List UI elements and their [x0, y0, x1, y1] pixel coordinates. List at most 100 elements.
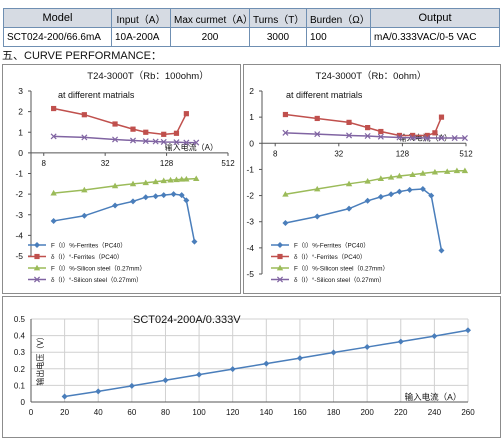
x-tick-label: 140 — [260, 408, 274, 417]
chart-subtitle: at different matrials — [286, 90, 363, 100]
series-0-point — [152, 193, 159, 200]
x-tick-label: 32 — [334, 149, 343, 158]
series-1-point — [173, 130, 180, 136]
series-0-point — [346, 205, 353, 212]
y-tick-label: 0 — [249, 138, 254, 148]
series-2-point — [178, 176, 185, 182]
section-title: 五、CURVE PERFORMANCE： — [2, 50, 162, 62]
series-1-point — [346, 119, 352, 125]
series-0-point — [178, 192, 185, 199]
series-0-point — [396, 188, 403, 195]
series-line-3 — [53, 135, 197, 144]
x-tick-label: 0 — [29, 408, 34, 417]
series-3-point — [112, 136, 119, 143]
series-line-0 — [285, 188, 443, 251]
spec-data-row: SCT024-200/66.6mA 10A-200A 200 3000 100 … — [3, 27, 500, 47]
x-tick-label: 60 — [127, 408, 136, 417]
header-burden: Burden（Ω） — [306, 8, 371, 28]
series-3-point — [160, 138, 167, 145]
series-0-point — [388, 191, 395, 198]
series-3-point — [314, 131, 321, 138]
series-2-point — [129, 180, 137, 187]
cell-burden: 100 — [306, 27, 371, 47]
header-output: Output — [370, 8, 500, 28]
series-0-point — [229, 366, 236, 373]
series-line-1 — [285, 113, 443, 137]
chart-output-voltage: 0 0.1 0.2 0.3 0.4 0.5 0 20 40 60 80 100 120 140 160 180… — [14, 314, 475, 417]
series-line-0 — [53, 193, 196, 242]
spec-header-row: Model Input（A） Max curmet（A） Turns（T） Bu… — [3, 8, 500, 28]
series-1-point — [143, 129, 149, 135]
series-1-point — [396, 132, 403, 139]
y-tick-label: -4 — [246, 243, 254, 253]
series-2-point — [345, 180, 353, 187]
legend-label-2: F（I）%-Silicon steel（0.27mm） — [294, 266, 389, 273]
cell-max-current: 200 — [170, 27, 250, 47]
series-2-point — [160, 177, 167, 184]
series-0-point — [364, 344, 371, 351]
series-1-point — [130, 126, 136, 132]
chart-panel-100ohm: T24-3000T（Rb：100ohm） at different matrial… — [2, 64, 241, 294]
legend-marker-1 — [34, 253, 40, 260]
chart-title: T24-3000T（Rb：100ohm） — [87, 70, 208, 82]
series-2-point — [50, 189, 57, 196]
series-0-point — [95, 388, 102, 395]
legend-label-2: F（I）%-Silicon steel（0.27mm） — [51, 266, 146, 273]
x-tick-label: 128 — [396, 149, 410, 158]
series-3-point — [364, 132, 371, 139]
series-0-point — [81, 212, 88, 219]
series-1-point — [432, 130, 438, 136]
series-2-point — [152, 178, 159, 185]
legend-marker-2 — [33, 264, 41, 271]
x-tick-label: 512 — [459, 149, 473, 158]
series-2-point — [453, 167, 461, 174]
y-tick-label: -4 — [15, 230, 23, 240]
y-tick-label: 3 — [18, 86, 23, 96]
series-2-point — [142, 179, 149, 186]
cell-input: 10A-200A — [111, 27, 171, 47]
series-3-point — [81, 134, 88, 141]
y-tick-label: 1 — [18, 127, 23, 137]
legend-marker-3 — [276, 276, 284, 283]
chart-panel-0ohm: T24-3000T（Rb：0ohm） at different matrials 2… — [243, 64, 501, 294]
header-max-current: Max curmet（A） — [170, 8, 250, 28]
series-3-point — [451, 135, 458, 142]
legend-label-3: δ（I）°-Silicon steel（0.27mm） — [51, 276, 142, 284]
y-tick-label: 1 — [249, 112, 254, 122]
y-axis-label: 输出电压（V） — [35, 332, 45, 385]
series-3-point — [282, 129, 289, 136]
series-0-point — [142, 194, 149, 201]
legend-marker-3 — [33, 276, 41, 283]
series-0-point — [282, 220, 289, 227]
series-1-point — [112, 121, 118, 127]
legend-marker-0 — [34, 242, 40, 248]
cell-model: SCT024-200/66.6mA — [3, 27, 112, 47]
legend-marker-2 — [276, 264, 284, 271]
y-tick-label: -2 — [246, 191, 254, 201]
series-0-point — [196, 371, 203, 378]
y-tick-label: 2 — [249, 86, 254, 96]
series-0-point — [465, 327, 471, 334]
chart-title: SCT024-200A/0.333V — [133, 314, 241, 326]
chart-panel-output: 0 0.1 0.2 0.3 0.4 0.5 0 20 40 60 80 100 120 140 160 180… — [2, 296, 501, 438]
series-0-point — [191, 238, 198, 245]
chart-rb-0ohm: T24-3000T（Rb：0ohm） at different matrials 2… — [246, 70, 473, 284]
y-tick-label: 0.1 — [14, 381, 26, 390]
x-tick-label: 8 — [42, 159, 47, 168]
y-tick-label: -3 — [246, 217, 254, 227]
series-0-point — [170, 191, 177, 198]
series-2-point — [409, 171, 416, 178]
chart-rb-100ohm: T24-3000T（Rb：100ohm） at different matrial… — [15, 70, 235, 284]
cell-output: mA/0.333VAC/0-5 VAC — [370, 27, 500, 47]
series-2-point — [183, 175, 190, 182]
y-tick-label: 0 — [18, 148, 23, 158]
legend-marker-0 — [277, 242, 283, 248]
y-tick-label: -3 — [15, 210, 23, 220]
series-1-point — [378, 128, 384, 135]
series-3-point — [438, 135, 445, 142]
series-2-point — [461, 167, 469, 174]
series-1-point — [81, 112, 87, 118]
y-tick-label: -5 — [246, 269, 254, 279]
x-tick-label: 20 — [60, 408, 69, 417]
series-0-point — [314, 213, 321, 220]
